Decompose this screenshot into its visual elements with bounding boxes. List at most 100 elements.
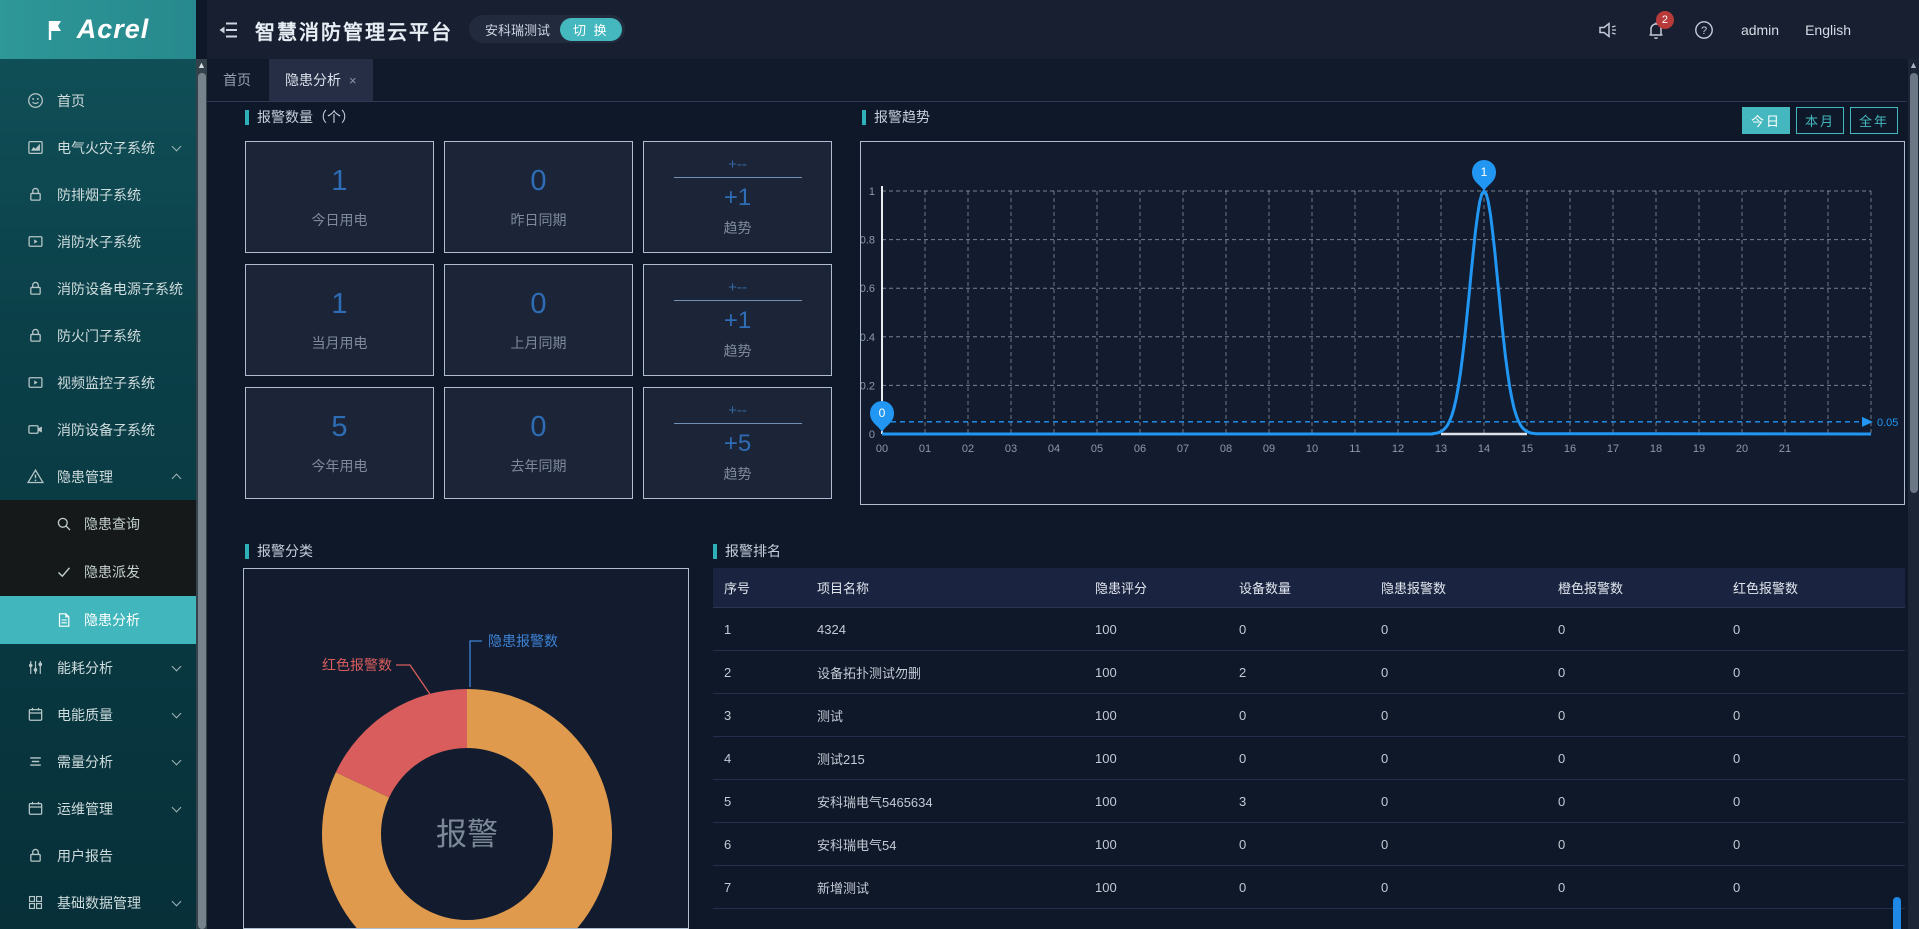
column-header-项目名称: 项目名称 (817, 581, 870, 596)
range-button-本月[interactable]: 本月 (1796, 107, 1845, 134)
sliders-icon (27, 659, 44, 676)
sidebar-scrollbar[interactable]: ▲ (196, 59, 207, 929)
table-cell: 0 (1239, 707, 1247, 723)
sidebar-item-运维管理[interactable]: 运维管理 (0, 785, 196, 832)
sidebar-item-防火门子系统[interactable]: 防火门子系统 (0, 312, 196, 359)
table-row[interactable]: 2 设备拓扑测试勿删 100 2 0 0 0 (713, 651, 1905, 694)
switch-org-button[interactable]: 切 换 (560, 17, 622, 41)
main-scroll-up-icon[interactable]: ▲ (1909, 60, 1918, 70)
sidebar-item-隐患查询[interactable]: 隐患查询 (0, 500, 196, 548)
acrel-logo: Acrel (0, 0, 196, 59)
sidebar-item-需量分析[interactable]: 需量分析 (0, 738, 196, 785)
tab-close-icon[interactable]: × (349, 72, 357, 88)
alarm-trend-section-title: 报警趋势 (862, 107, 930, 127)
table-row[interactable]: 4 测试215 100 0 0 0 0 (713, 737, 1905, 780)
table-row[interactable]: 5 安科瑞电气5465634 100 3 0 0 0 (713, 780, 1905, 823)
sidebar-item-电能质量[interactable]: 电能质量 (0, 691, 196, 738)
sidebar-nav: 首页电气火灾子系统 防排烟子系统 消防水子系统 消防设备电源子系统 防火门子系统 视频监控… (0, 59, 196, 926)
tab-label: 隐患分析 (285, 72, 341, 88)
list-icon (27, 753, 44, 770)
table-cell: 100 (1095, 793, 1117, 809)
sidebar-item-电气火灾子系统[interactable]: 电气火灾子系统 (0, 124, 196, 171)
range-button-今日[interactable]: 今日 (1742, 107, 1791, 134)
table-cell: 0 (1733, 793, 1741, 809)
table-cell: 测试 (817, 708, 844, 724)
lock-icon (27, 186, 44, 203)
topbar-actions: 2 ? admin English (1597, 0, 1851, 59)
sidebar-item-用户报告[interactable]: 用户报告 (0, 832, 196, 879)
table-cell: 1 (724, 621, 732, 637)
table-cell: 2 (724, 664, 732, 680)
section-accent-bar (713, 543, 717, 559)
sidebar-item-消防水子系统[interactable]: 消防水子系统 (0, 218, 196, 265)
sidebar-item-消防设备子系统[interactable]: 消防设备子系统 (0, 406, 196, 453)
svg-text:09: 09 (1263, 443, 1275, 455)
sidebar-item-隐患分析[interactable]: 隐患分析 (0, 596, 196, 644)
table-cell: 5 (724, 793, 732, 809)
svg-text:14: 14 (1478, 443, 1490, 455)
trend-divider (673, 300, 802, 301)
user-menu[interactable]: admin (1740, 21, 1780, 38)
sidebar-item-label: 隐患管理 (57, 468, 113, 485)
tab-首页[interactable]: 首页 (207, 59, 267, 101)
sidebar-item-label: 隐患查询 (84, 516, 140, 532)
table-scroll-handle[interactable] (1893, 897, 1901, 929)
column-header-隐患评分: 隐患评分 (1095, 581, 1148, 596)
doc-icon (56, 612, 72, 628)
sidebar-item-隐患派发[interactable]: 隐患派发 (0, 548, 196, 596)
table-cell: 4324 (817, 621, 846, 637)
main-scrollbar[interactable]: ▲ (1908, 59, 1919, 929)
sidebar-scroll-up-icon[interactable]: ▲ (197, 60, 206, 70)
language-switcher[interactable]: English (1805, 21, 1851, 38)
tab-隐患分析[interactable]: 隐患分析 × (269, 59, 373, 101)
table-row[interactable]: 7 新增测试 100 0 0 0 0 (713, 866, 1905, 909)
data-point-marker: 0 (870, 401, 894, 432)
donut-slice-红色报警数[interactable] (335, 689, 467, 798)
sidebar-scroll-handle[interactable] (197, 73, 206, 929)
chevron-up-icon (171, 473, 182, 483)
sidebar-item-防排烟子系统[interactable]: 防排烟子系统 (0, 171, 196, 218)
speaker-icon[interactable] (1597, 19, 1619, 41)
table-cell: 3 (724, 707, 732, 723)
table-row[interactable]: 6 安科瑞电气54 100 0 0 0 0 (713, 823, 1905, 866)
table-cell: 100 (1095, 664, 1117, 680)
org-name: 安科瑞测试 (485, 22, 551, 38)
stat-label: 当月用电 (311, 334, 368, 351)
table-row[interactable]: 1 4324 100 0 0 0 0 (713, 608, 1905, 651)
donut-center-label: 报警 (436, 817, 498, 852)
stat-label: 今年用电 (311, 457, 368, 474)
svg-text:08: 08 (1220, 443, 1232, 455)
table-cell: 100 (1095, 621, 1117, 637)
range-button-全年[interactable]: 全年 (1850, 107, 1899, 134)
sidebar-item-能耗分析[interactable]: 能耗分析 (0, 644, 196, 691)
svg-text:1: 1 (869, 186, 875, 198)
alarm-category-section-title: 报警分类 (245, 541, 313, 561)
sidebar-item-消防设备电源子系统[interactable]: 消防设备电源子系统 (0, 265, 196, 312)
table-cell: 0 (1381, 750, 1389, 766)
trend-range-buttons: 今日 本月 全年 (1742, 107, 1899, 134)
table-row[interactable]: 3 测试 100 0 0 0 0 (713, 694, 1905, 737)
video-icon (27, 233, 44, 250)
table-cell: 100 (1095, 750, 1117, 766)
sidebar-item-label: 首页 (57, 92, 85, 109)
org-switcher: 安科瑞测试 切 换 (469, 15, 625, 43)
chevron-down-icon (171, 708, 182, 718)
table-cell: 0 (1733, 879, 1741, 895)
column-header-设备数量: 设备数量 (1239, 581, 1292, 596)
sidebar-item-视频监控子系统[interactable]: 视频监控子系统 (0, 359, 196, 406)
sidebar-item-label: 消防设备子系统 (57, 421, 155, 438)
table-cell: 0 (1733, 750, 1741, 766)
help-icon[interactable]: ? (1693, 19, 1715, 41)
alarm-category-chart-panel: 隐患报警数 红色报警数 报警 (243, 568, 689, 929)
donut-slice-隐患报警数[interactable] (322, 689, 612, 929)
main-scroll-handle[interactable] (1909, 73, 1918, 493)
notifications-bell-icon[interactable]: 2 (1645, 10, 1674, 41)
stat-value: 0 (530, 164, 547, 197)
sidebar-item-基础数据管理[interactable]: 基础数据管理 (0, 879, 196, 926)
alarm-count-section-title: 报警数量（个） (245, 107, 355, 127)
menu-fold-icon[interactable] (217, 18, 241, 42)
chevron-down-icon (171, 896, 182, 906)
sidebar-item-首页[interactable]: 首页 (0, 77, 196, 124)
svg-text:0: 0 (869, 429, 875, 441)
sidebar-item-隐患管理[interactable]: 隐患管理 (0, 453, 196, 500)
